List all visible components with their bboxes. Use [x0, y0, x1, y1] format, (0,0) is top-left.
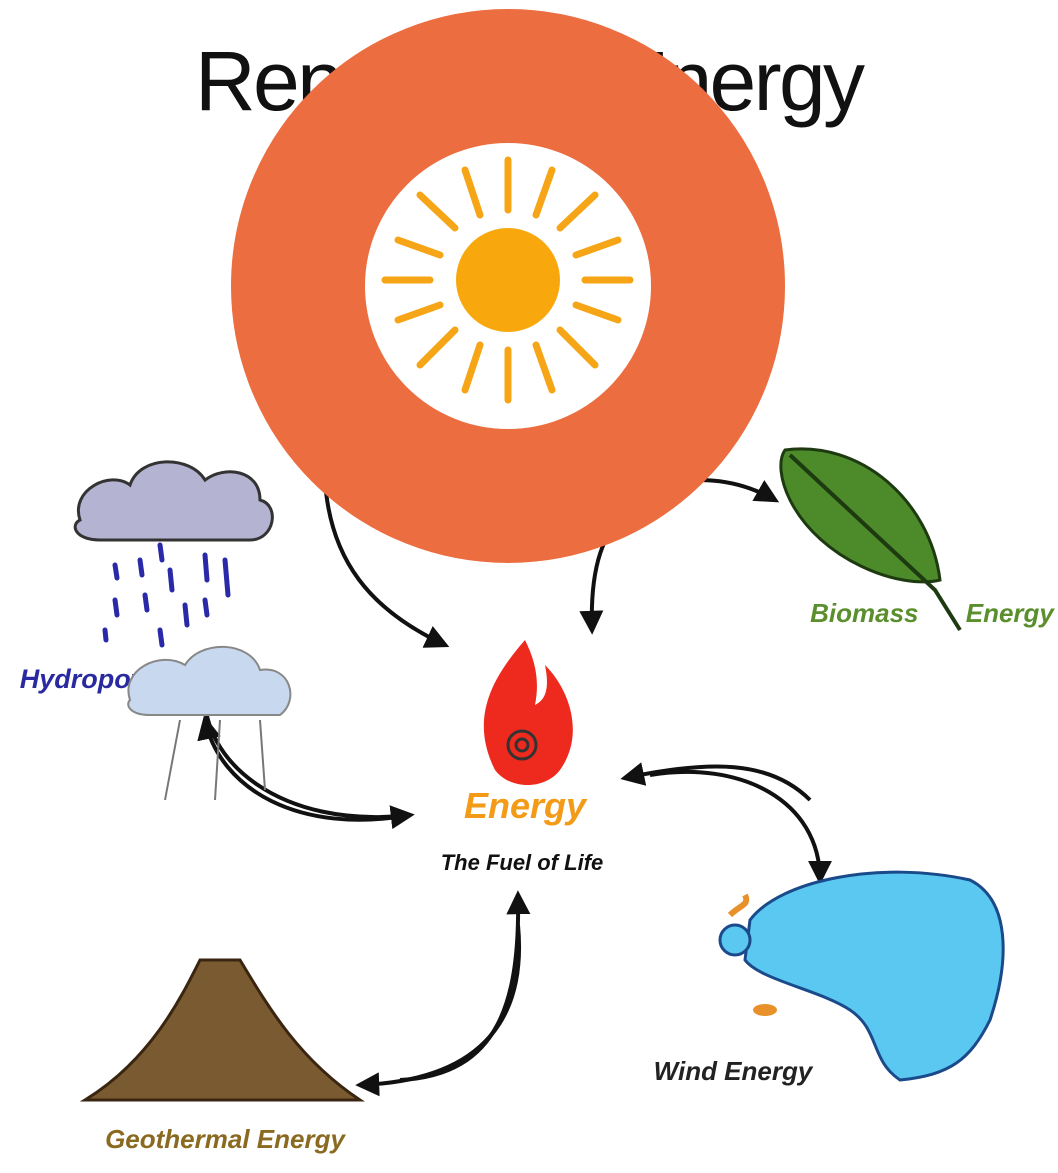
geothermal-label: Geothermal Energy — [105, 1124, 346, 1154]
biomass-label: Biomass Energy — [810, 598, 1055, 628]
volcano — [85, 647, 360, 1100]
rain-cloud — [75, 462, 272, 645]
wind — [720, 872, 1003, 1080]
flame — [484, 640, 573, 785]
sun — [385, 160, 630, 400]
center-label: Energy — [464, 785, 588, 826]
diagram: Renewable Energy Hydropower Ener — [0, 0, 1058, 1173]
wind-label: Wind Energy — [654, 1056, 814, 1086]
center-subtitle: The Fuel of Life — [441, 850, 604, 875]
arrows — [205, 480, 820, 1085]
